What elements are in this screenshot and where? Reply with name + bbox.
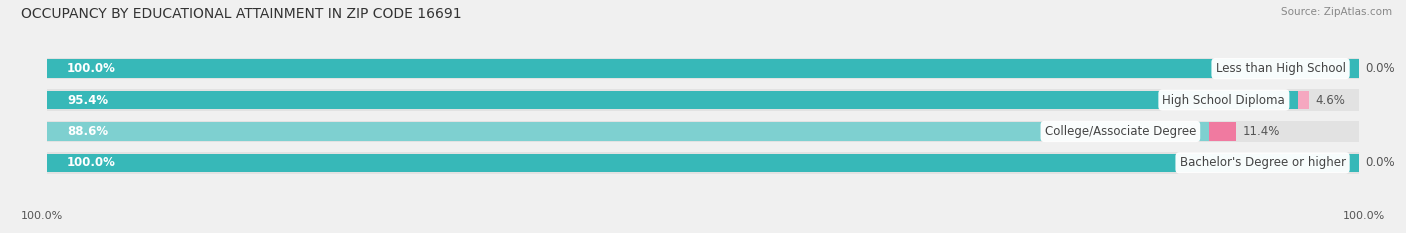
Bar	[48, 58, 1358, 79]
Text: 100.0%: 100.0%	[67, 156, 115, 169]
Text: 0.0%: 0.0%	[1365, 62, 1395, 75]
Text: 95.4%: 95.4%	[67, 93, 108, 106]
Text: 88.6%: 88.6%	[67, 125, 108, 138]
Text: 100.0%: 100.0%	[21, 211, 63, 221]
Text: 11.4%: 11.4%	[1243, 125, 1279, 138]
Text: OCCUPANCY BY EDUCATIONAL ATTAINMENT IN ZIP CODE 16691: OCCUPANCY BY EDUCATIONAL ATTAINMENT IN Z…	[21, 7, 461, 21]
Bar	[48, 152, 1358, 174]
Text: 100.0%: 100.0%	[1343, 211, 1385, 221]
Bar	[48, 89, 1358, 111]
Text: College/Associate Degree: College/Associate Degree	[1045, 125, 1197, 138]
Bar	[48, 122, 1209, 140]
Bar	[48, 59, 1358, 78]
Bar	[1298, 91, 1309, 109]
Text: Less than High School: Less than High School	[1216, 62, 1346, 75]
Bar	[1209, 122, 1236, 140]
Text: 100.0%: 100.0%	[67, 62, 115, 75]
Text: Source: ZipAtlas.com: Source: ZipAtlas.com	[1281, 7, 1392, 17]
Bar	[48, 91, 1298, 109]
Bar	[48, 154, 1358, 172]
Text: 4.6%: 4.6%	[1316, 93, 1346, 106]
Bar	[48, 121, 1358, 142]
Text: High School Diploma: High School Diploma	[1163, 93, 1285, 106]
Text: Bachelor's Degree or higher: Bachelor's Degree or higher	[1180, 156, 1346, 169]
Text: 0.0%: 0.0%	[1365, 156, 1395, 169]
